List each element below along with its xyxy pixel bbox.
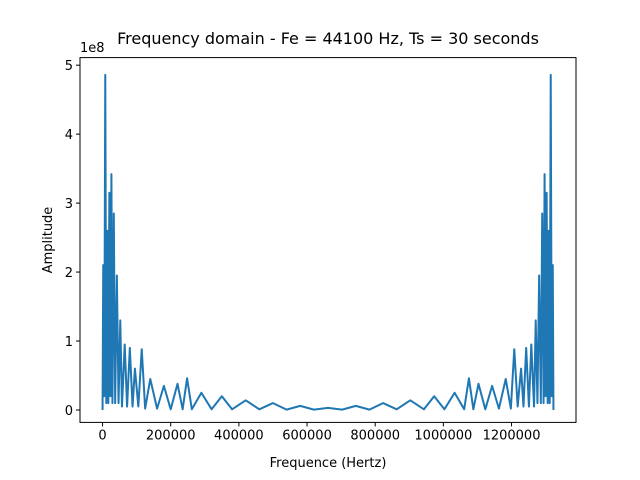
x-tick-label: 1200000 <box>483 428 541 443</box>
chart-title: Frequency domain - Fe = 44100 Hz, Ts = 3… <box>117 29 539 48</box>
y-offset-label: 1e8 <box>80 41 105 56</box>
x-axis-label: Frequence (Hertz) <box>270 456 387 471</box>
x-tick-label: 200000 <box>146 428 196 443</box>
y-tick-label: 3 <box>65 197 73 212</box>
y-axis-label: Amplitude <box>41 207 56 274</box>
x-tick-label: 400000 <box>214 428 264 443</box>
x-tick-label: 0 <box>98 428 106 443</box>
y-tick-label: 2 <box>65 266 73 281</box>
axes-frame <box>79 57 577 423</box>
y-tick-label: 4 <box>65 128 73 143</box>
y-tick-label: 1 <box>65 335 73 350</box>
data-line <box>101 73 555 411</box>
x-tick-label: 600000 <box>282 428 332 443</box>
x-tick-label: 800000 <box>350 428 400 443</box>
y-tick-label: 5 <box>65 59 73 74</box>
x-tick-label: 1000000 <box>414 428 472 443</box>
y-tick-label: 0 <box>65 404 73 419</box>
